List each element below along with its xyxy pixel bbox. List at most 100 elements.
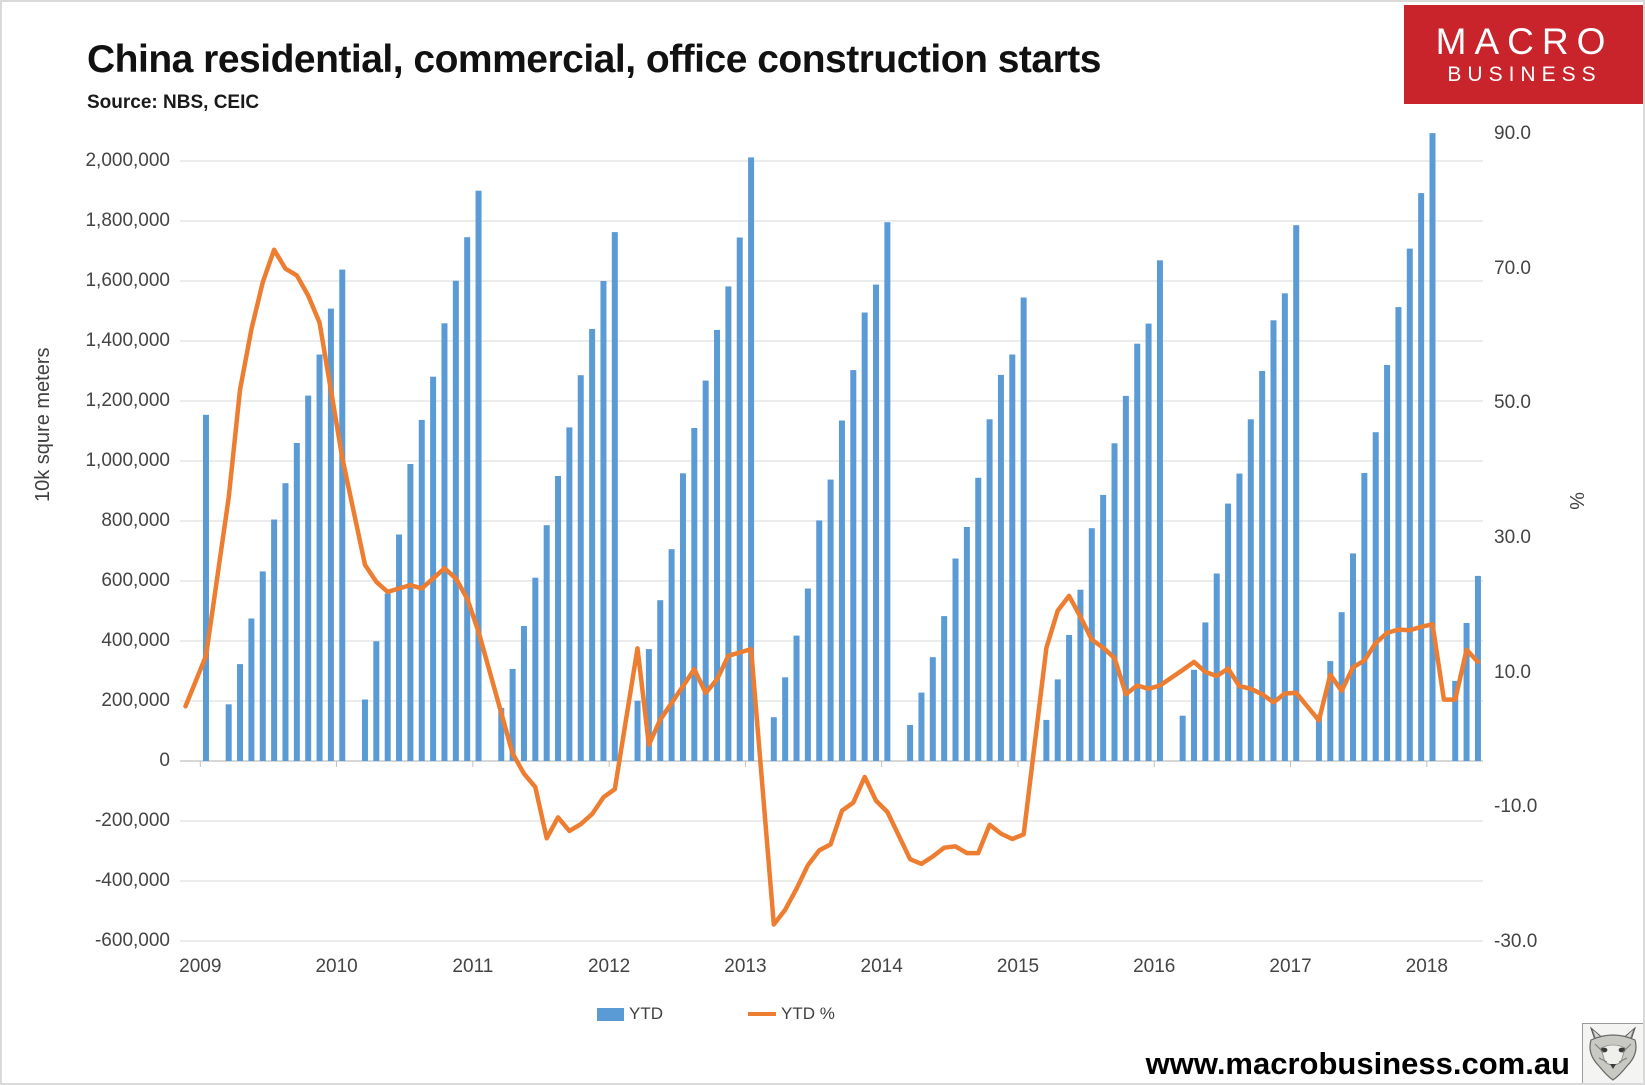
ytd-bar	[861, 312, 868, 761]
ytd-bar	[1020, 297, 1027, 761]
ytd-bar	[316, 354, 323, 761]
ytd-bar	[464, 237, 471, 761]
ytd-bar	[1384, 365, 1391, 761]
right-axis-tick-label: 50.0	[1494, 392, 1531, 414]
ytd-bar	[589, 329, 596, 761]
ytd-bar	[202, 414, 209, 761]
ytd-bar	[293, 443, 300, 761]
left-axis-tick-label: -200,000	[94, 810, 170, 831]
ytd-pct-line-swatch-icon	[748, 1012, 776, 1016]
ytd-bar	[963, 527, 970, 761]
legend-item-ytd-pct: YTD %	[748, 1003, 835, 1025]
ytd-bar	[1418, 193, 1425, 762]
x-axis-year-label: 2018	[1405, 956, 1448, 977]
ytd-bar	[748, 157, 755, 761]
chart-legend: YTD YTD %	[2, 1003, 1482, 1029]
left-axis-tick-label: 200,000	[101, 690, 170, 711]
ytd-bar	[1259, 371, 1266, 761]
ytd-bar	[237, 664, 244, 761]
ytd-bar	[691, 428, 698, 761]
ytd-bar	[1395, 307, 1402, 761]
ytd-bar	[679, 473, 686, 761]
ytd-pct-line	[183, 247, 1481, 927]
ytd-bar	[1361, 473, 1368, 761]
ytd-bar	[1452, 680, 1459, 761]
ytd-bar	[1043, 719, 1050, 761]
x-axis-year-label: 2012	[587, 956, 631, 977]
ytd-bar	[1009, 354, 1016, 761]
ytd-bar	[339, 269, 346, 761]
right-axis-tick-label: -30.0	[1494, 931, 1538, 952]
ytd-bar	[1134, 343, 1141, 761]
legend-item-ytd: YTD	[597, 1003, 663, 1025]
website-url: www.macrobusiness.com.au	[1145, 1046, 1570, 1081]
ytd-bar	[907, 725, 914, 761]
ytd-bar	[1179, 715, 1186, 761]
ytd-bar	[668, 549, 675, 761]
ytd-bar	[1270, 320, 1277, 761]
ytd-bar	[1111, 443, 1118, 761]
ytd-bar	[975, 477, 982, 761]
left-axis-tick-label: 400,000	[101, 630, 170, 651]
ytd-bar	[827, 479, 834, 761]
ytd-bar	[600, 281, 607, 761]
left-axis-tick-label: 1,800,000	[85, 210, 170, 231]
ytd-bar	[1236, 473, 1243, 761]
ytd-bar	[259, 571, 266, 761]
left-axis-tick-label: 800,000	[101, 510, 170, 531]
ytd-bar	[702, 380, 709, 761]
right-axis-title: %	[1565, 492, 1587, 510]
ytd-bar	[1315, 714, 1322, 761]
right-axis-tick-label: 70.0	[1494, 257, 1531, 279]
ytd-bar	[986, 419, 993, 761]
ytd-bar	[1213, 573, 1220, 761]
ytd-bar	[543, 525, 550, 761]
ytd-bar	[1429, 133, 1436, 762]
fox-stamp	[1582, 1023, 1643, 1083]
left-axis-tick-label: 1,000,000	[85, 450, 170, 471]
left-axis-title: 10k squre meters	[32, 347, 54, 502]
logo-line1: MACRO	[1435, 20, 1614, 62]
ytd-bar	[770, 717, 777, 761]
ytd-bar	[1088, 528, 1095, 761]
ytd-bar	[929, 657, 936, 761]
ytd-bar	[782, 677, 789, 761]
x-axis-year-label: 2013	[724, 956, 767, 977]
left-axis-tick-label: 600,000	[101, 570, 170, 591]
ytd-bar	[1077, 589, 1084, 761]
left-axis-tick-label: 1,400,000	[85, 330, 170, 351]
ytd-bar	[873, 284, 880, 761]
ytd-bar	[407, 464, 414, 761]
ytd-bar	[634, 700, 641, 761]
ytd-bar	[271, 519, 278, 761]
ytd-bar	[804, 588, 811, 761]
ytd-bar	[952, 558, 959, 761]
ytd-bar	[327, 308, 334, 761]
ytd-bar	[396, 534, 403, 761]
ytd-bar-swatch-icon	[597, 1007, 624, 1021]
ytd-bar	[373, 641, 380, 761]
macrobusiness-logo: MACRO BUSINESS	[1404, 5, 1643, 104]
ytd-bar	[714, 329, 721, 761]
ytd-bar	[384, 593, 391, 761]
ytd-bar	[1191, 669, 1198, 761]
ytd-bar	[793, 635, 800, 761]
ytd-bar	[361, 699, 368, 761]
ytd-bar	[850, 370, 857, 761]
right-axis-tick-label: -10.0	[1494, 796, 1538, 818]
ytd-bar	[1066, 635, 1073, 761]
ytd-bar	[884, 222, 891, 761]
left-axis-tick-label: 0	[159, 750, 170, 771]
ytd-bar	[555, 476, 562, 761]
ytd-bar	[509, 668, 516, 761]
ytd-bar	[225, 704, 232, 761]
ytd-bar	[736, 237, 743, 761]
ytd-bar	[1463, 623, 1470, 761]
left-axis-tick-label: 1,600,000	[85, 270, 170, 291]
logo-line2: BUSINESS	[1447, 62, 1602, 86]
ytd-bar	[475, 190, 482, 761]
right-axis-tick-label: 90.0	[1494, 123, 1531, 144]
x-axis-year-label: 2016	[1133, 956, 1176, 977]
